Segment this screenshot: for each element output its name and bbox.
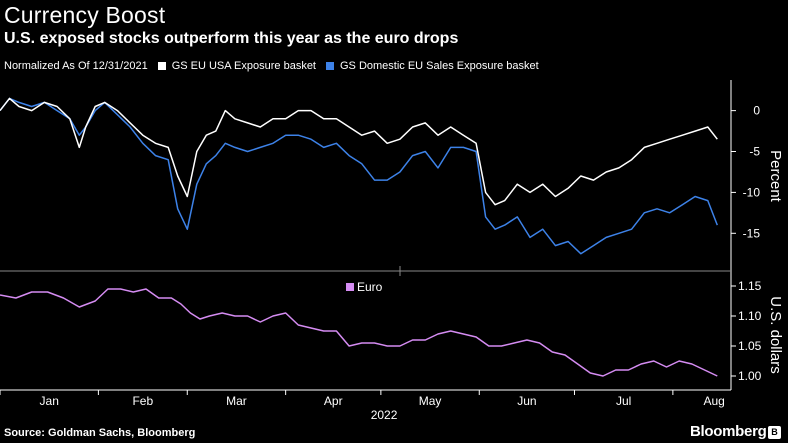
x-tick-label: Jan: [40, 394, 59, 408]
y-tick-label-bottom: 1.00: [738, 369, 762, 383]
y-tick-label-top: 0: [753, 104, 760, 118]
y-tick-label-top: -10: [743, 185, 761, 199]
legend-domestic-swatch: [326, 62, 334, 70]
legend-euro-swatch: [346, 283, 354, 291]
x-tick-label: Jul: [616, 394, 631, 408]
y-axis-label-usd: U.S. dollars: [767, 296, 784, 374]
y-axis-label-percent: Percent: [767, 150, 784, 203]
x-tick-label: May: [419, 394, 442, 408]
bloomberg-mark-icon: B: [768, 426, 781, 439]
x-tick-label: Apr: [324, 394, 343, 408]
chart-title: Currency Boost: [4, 2, 166, 28]
legend-usa-label: GS EU USA Exposure basket: [171, 60, 316, 72]
x-tick-label: Mar: [226, 394, 247, 408]
legend-normalized-note: Normalized As Of 12/31/2021: [4, 60, 148, 72]
x-tick-label: Aug: [703, 394, 724, 408]
y-tick-label-bottom: 1.05: [738, 339, 762, 353]
series-line-domestic-eu: [0, 97, 718, 255]
source-note: Source: Goldman Sachs, Bloomberg: [4, 427, 196, 439]
bloomberg-logo: Bloomberg: [690, 423, 767, 440]
legend-usa-swatch: [157, 62, 166, 70]
legend-domestic-label: GS Domestic EU Sales Exposure basket: [340, 60, 539, 72]
chart-subtitle: U.S. exposed stocks outperform this year…: [4, 30, 459, 47]
x-tick-label: Jun: [517, 394, 536, 408]
y-tick-label-top: -5: [749, 145, 760, 159]
series-line-usa-exposure: [0, 97, 718, 206]
y-tick-label-top: -15: [743, 226, 761, 240]
y-tick-label-bottom: 1.10: [738, 309, 762, 323]
legend-euro-label: Euro: [357, 280, 383, 294]
x-tick-label: Feb: [132, 394, 153, 408]
y-tick-label-bottom: 1.15: [738, 279, 762, 293]
legend: Normalized As Of 12/31/2021 GS EU USA Ex…: [4, 60, 539, 72]
x-axis-year-label: 2022: [371, 408, 398, 422]
series-line-euro: [0, 288, 718, 377]
